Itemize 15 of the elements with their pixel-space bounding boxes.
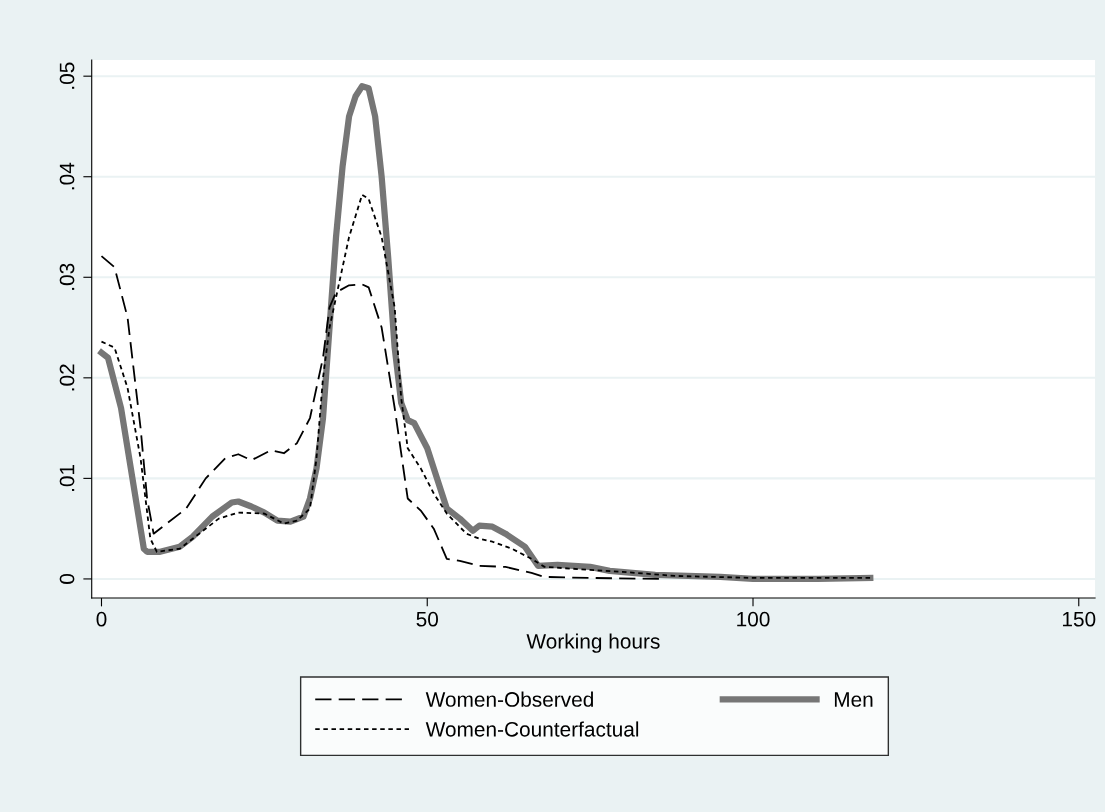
y-tick-label: .05 <box>59 62 75 89</box>
x-tick-label: 50 <box>416 611 439 627</box>
y-tick-label: .01 <box>59 464 75 491</box>
y-tick-label: .04 <box>59 162 75 190</box>
legend-label: Men <box>834 692 873 707</box>
x-tick-label: 0 <box>96 611 107 627</box>
y-tick-label: 0 <box>59 573 75 584</box>
line-series <box>100 193 872 579</box>
x-tick-label: 150 <box>1062 611 1096 627</box>
legend-label: Women-Counterfactual <box>425 721 639 737</box>
x-axis-title: Working hours <box>526 633 660 653</box>
y-tick-label: .03 <box>59 263 75 290</box>
legend-label: Women-Observed <box>425 691 593 707</box>
x-tick-label: 100 <box>737 611 770 627</box>
y-tick-label: .02 <box>59 364 75 391</box>
